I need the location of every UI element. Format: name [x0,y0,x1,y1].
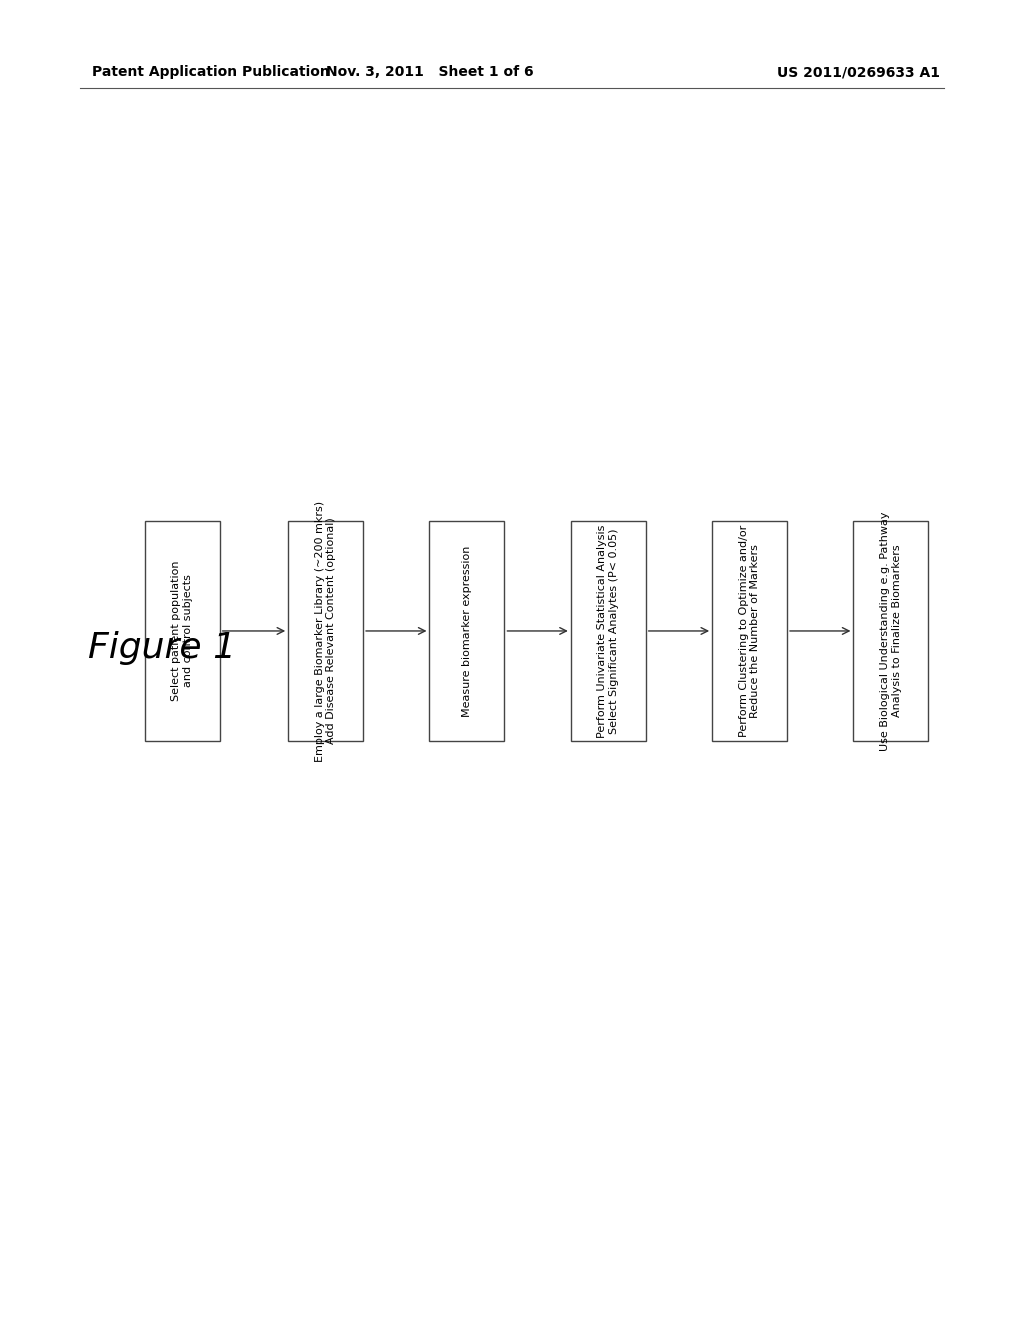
Text: Patent Application Publication: Patent Application Publication [92,65,330,79]
Text: Employ a large Biomarker Library (~200 mkrs)
Add Disease Relevant Content (optio: Employ a large Biomarker Library (~200 m… [314,500,337,762]
Text: Measure biomarker expression: Measure biomarker expression [462,545,472,717]
Bar [712,521,787,741]
Text: Use Biological Understanding e.g. Pathway
Analysis to Finalize Biomarkers: Use Biological Understanding e.g. Pathwa… [880,511,902,751]
Bar [429,521,505,741]
Bar [144,521,220,741]
Text: US 2011/0269633 A1: US 2011/0269633 A1 [777,65,940,79]
Text: Select patient population
and control subjects: Select patient population and control su… [171,561,194,701]
Text: Figure 1: Figure 1 [88,631,237,665]
Text: Nov. 3, 2011   Sheet 1 of 6: Nov. 3, 2011 Sheet 1 of 6 [327,65,534,79]
Text: Perform Univariate Statistical Analysis
Select Significant Analytes (P< 0.05): Perform Univariate Statistical Analysis … [597,524,620,738]
Text: Perform Clustering to Optimize and/or
Reduce the Number of Markers: Perform Clustering to Optimize and/or Re… [738,525,761,737]
Bar [570,521,646,741]
Bar [288,521,364,741]
Bar [853,521,929,741]
